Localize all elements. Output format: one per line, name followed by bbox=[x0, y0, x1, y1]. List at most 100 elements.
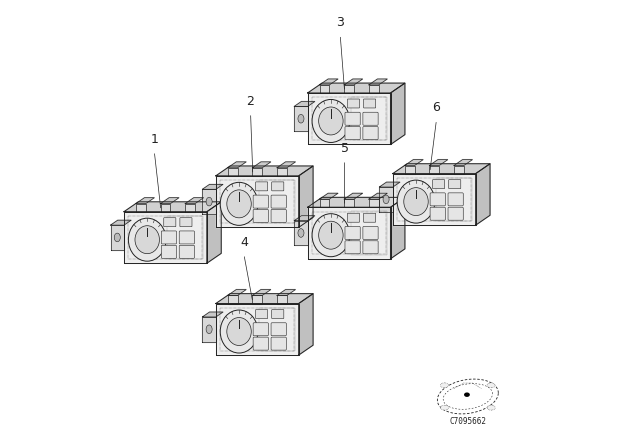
Polygon shape bbox=[216, 304, 299, 355]
Polygon shape bbox=[380, 187, 393, 211]
Polygon shape bbox=[228, 296, 237, 304]
FancyBboxPatch shape bbox=[253, 195, 268, 208]
Polygon shape bbox=[294, 106, 308, 131]
FancyBboxPatch shape bbox=[363, 112, 378, 125]
Polygon shape bbox=[294, 221, 308, 246]
FancyBboxPatch shape bbox=[272, 310, 284, 319]
Polygon shape bbox=[216, 294, 313, 304]
Polygon shape bbox=[404, 165, 415, 173]
FancyBboxPatch shape bbox=[345, 226, 360, 239]
Polygon shape bbox=[390, 197, 405, 258]
Polygon shape bbox=[277, 296, 287, 304]
FancyBboxPatch shape bbox=[253, 337, 268, 350]
FancyBboxPatch shape bbox=[271, 323, 286, 336]
FancyBboxPatch shape bbox=[271, 195, 286, 208]
Ellipse shape bbox=[220, 182, 258, 225]
FancyBboxPatch shape bbox=[272, 182, 284, 191]
Polygon shape bbox=[380, 182, 400, 187]
Polygon shape bbox=[161, 203, 170, 212]
Polygon shape bbox=[299, 166, 313, 227]
Text: 3: 3 bbox=[336, 16, 344, 29]
FancyBboxPatch shape bbox=[255, 182, 268, 191]
FancyBboxPatch shape bbox=[271, 209, 286, 222]
FancyBboxPatch shape bbox=[363, 226, 378, 239]
Ellipse shape bbox=[135, 226, 159, 254]
Polygon shape bbox=[429, 159, 448, 165]
FancyBboxPatch shape bbox=[179, 246, 195, 258]
Polygon shape bbox=[299, 294, 313, 355]
Ellipse shape bbox=[227, 190, 252, 218]
Polygon shape bbox=[277, 162, 296, 168]
Polygon shape bbox=[319, 79, 338, 85]
Ellipse shape bbox=[440, 405, 449, 410]
Polygon shape bbox=[344, 193, 363, 199]
Polygon shape bbox=[308, 83, 405, 93]
FancyBboxPatch shape bbox=[253, 209, 268, 222]
Polygon shape bbox=[369, 193, 387, 199]
Polygon shape bbox=[185, 198, 204, 203]
Polygon shape bbox=[319, 199, 330, 207]
Polygon shape bbox=[319, 193, 338, 199]
Polygon shape bbox=[111, 220, 131, 225]
FancyBboxPatch shape bbox=[179, 231, 195, 244]
Text: 5: 5 bbox=[340, 142, 349, 155]
Polygon shape bbox=[202, 317, 216, 341]
FancyBboxPatch shape bbox=[364, 213, 376, 222]
Text: 6: 6 bbox=[433, 101, 440, 114]
Polygon shape bbox=[216, 166, 313, 176]
Polygon shape bbox=[294, 101, 315, 106]
Polygon shape bbox=[369, 199, 379, 207]
Polygon shape bbox=[454, 159, 472, 165]
FancyBboxPatch shape bbox=[164, 218, 176, 227]
Polygon shape bbox=[111, 225, 124, 250]
FancyBboxPatch shape bbox=[161, 231, 177, 244]
Text: C7095662: C7095662 bbox=[449, 417, 486, 426]
Ellipse shape bbox=[319, 107, 343, 135]
Polygon shape bbox=[294, 216, 315, 221]
Polygon shape bbox=[228, 162, 246, 168]
Polygon shape bbox=[202, 184, 223, 189]
Text: 1: 1 bbox=[150, 133, 158, 146]
Polygon shape bbox=[124, 202, 221, 212]
Polygon shape bbox=[228, 289, 246, 296]
Ellipse shape bbox=[404, 188, 428, 215]
Polygon shape bbox=[252, 162, 271, 168]
Polygon shape bbox=[202, 189, 216, 214]
FancyBboxPatch shape bbox=[348, 99, 360, 108]
Ellipse shape bbox=[312, 214, 349, 257]
FancyBboxPatch shape bbox=[271, 337, 286, 350]
Polygon shape bbox=[136, 203, 146, 212]
Polygon shape bbox=[277, 168, 287, 176]
Polygon shape bbox=[277, 289, 296, 296]
Polygon shape bbox=[319, 85, 330, 93]
Polygon shape bbox=[252, 168, 262, 176]
Polygon shape bbox=[252, 289, 271, 296]
Ellipse shape bbox=[220, 310, 258, 353]
Ellipse shape bbox=[319, 221, 343, 249]
Polygon shape bbox=[124, 212, 207, 263]
FancyBboxPatch shape bbox=[348, 213, 360, 222]
Ellipse shape bbox=[206, 197, 212, 206]
FancyBboxPatch shape bbox=[430, 207, 445, 220]
Polygon shape bbox=[404, 159, 423, 165]
Ellipse shape bbox=[115, 233, 120, 242]
Ellipse shape bbox=[206, 325, 212, 334]
Polygon shape bbox=[207, 202, 221, 263]
Polygon shape bbox=[454, 165, 464, 173]
Text: 2: 2 bbox=[246, 95, 255, 108]
FancyBboxPatch shape bbox=[448, 207, 463, 220]
Ellipse shape bbox=[298, 228, 304, 237]
Polygon shape bbox=[369, 79, 387, 85]
Polygon shape bbox=[369, 85, 379, 93]
FancyBboxPatch shape bbox=[448, 193, 463, 206]
Text: 4: 4 bbox=[240, 236, 248, 249]
Polygon shape bbox=[344, 199, 354, 207]
FancyBboxPatch shape bbox=[430, 193, 445, 206]
FancyBboxPatch shape bbox=[345, 241, 360, 254]
Ellipse shape bbox=[440, 383, 449, 388]
FancyBboxPatch shape bbox=[363, 241, 378, 254]
FancyBboxPatch shape bbox=[161, 246, 177, 258]
Polygon shape bbox=[228, 168, 237, 176]
Ellipse shape bbox=[487, 383, 495, 388]
Polygon shape bbox=[476, 164, 490, 225]
